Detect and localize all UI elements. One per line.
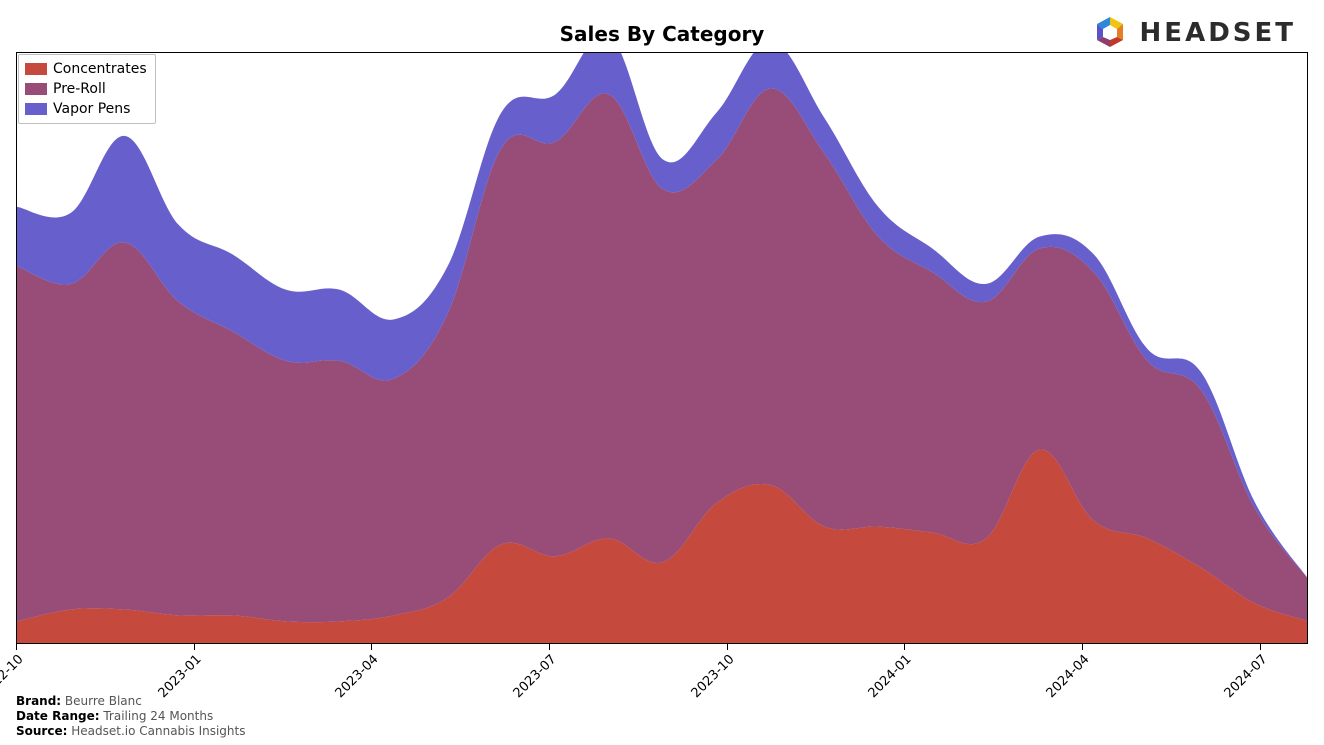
x-tick-mark — [1260, 644, 1261, 650]
legend-label: Pre-Roll — [53, 81, 106, 97]
footer-source-row: Source: Headset.io Cannabis Insights — [16, 724, 245, 739]
brand-logo: HEADSET — [1090, 12, 1296, 54]
legend-swatch — [25, 63, 47, 75]
x-tick-label: 2023-10 — [688, 652, 737, 701]
footer-date-row: Date Range: Trailing 24 Months — [16, 709, 245, 724]
legend-swatch — [25, 83, 47, 95]
x-tick-mark — [1082, 644, 1083, 650]
x-tick-mark — [549, 644, 550, 650]
headset-logo-icon — [1090, 13, 1130, 53]
footer-brand-label: Brand: — [16, 694, 61, 708]
footer-date-value: Trailing 24 Months — [103, 709, 213, 723]
legend-item: Concentrates — [25, 59, 147, 79]
chart-footer: Brand: Beurre Blanc Date Range: Trailing… — [16, 694, 245, 739]
x-tick-mark — [727, 644, 728, 650]
plot-area — [16, 52, 1308, 644]
x-tick-label: 2024-01 — [866, 652, 915, 701]
legend-item: Vapor Pens — [25, 99, 147, 119]
legend-swatch — [25, 103, 47, 115]
brand-logo-text: HEADSET — [1140, 18, 1296, 48]
x-tick-mark — [904, 644, 905, 650]
x-tick-label: 2023-07 — [511, 652, 560, 701]
x-tick-label: 2024-07 — [1221, 652, 1270, 701]
footer-source-value: Headset.io Cannabis Insights — [71, 724, 245, 738]
legend-label: Concentrates — [53, 61, 147, 77]
x-tick-mark — [371, 644, 372, 650]
page: Sales By Category HEADSET ConcentratesPr… — [0, 0, 1324, 745]
legend-item: Pre-Roll — [25, 79, 147, 99]
legend-label: Vapor Pens — [53, 101, 130, 117]
x-tick-label: 2023-04 — [333, 652, 382, 701]
area-chart-svg — [17, 53, 1308, 644]
x-tick-label: 2024-04 — [1043, 652, 1092, 701]
legend: Concentrates Pre-Roll Vapor Pens — [18, 54, 156, 124]
x-tick-mark — [194, 644, 195, 650]
footer-source-label: Source: — [16, 724, 67, 738]
footer-brand-value: Beurre Blanc — [65, 694, 142, 708]
x-tick-mark — [16, 644, 17, 650]
footer-date-label: Date Range: — [16, 709, 100, 723]
footer-brand-row: Brand: Beurre Blanc — [16, 694, 245, 709]
